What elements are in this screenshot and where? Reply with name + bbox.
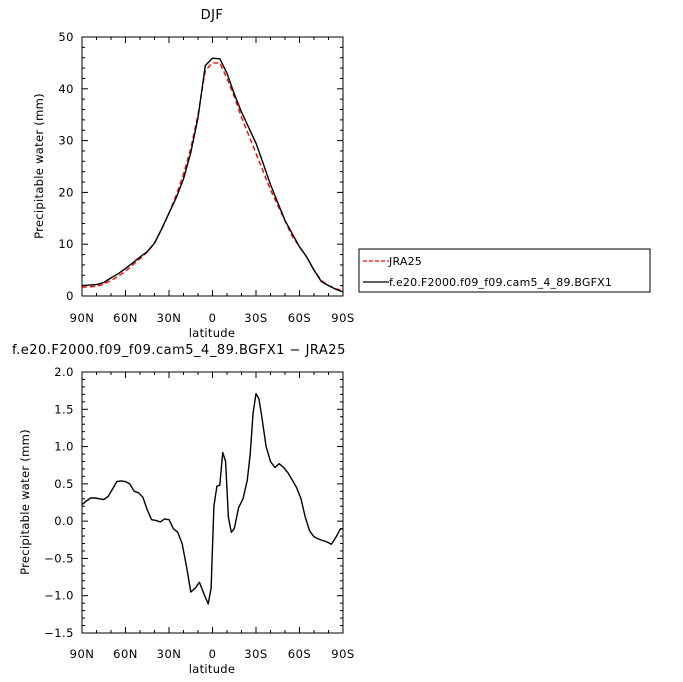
top-series-line-1 <box>81 57 344 293</box>
bottom-y-tick-label: 0.0 <box>54 514 74 528</box>
top-y-tick-label: 20 <box>58 185 74 199</box>
bottom-x-tick-label: 30S <box>244 647 267 661</box>
top-x-tick-label: 30N <box>157 311 182 325</box>
top-series-group <box>81 57 344 293</box>
bottom-y-tick-label: 1.5 <box>54 402 74 416</box>
top-y-tick-label: 50 <box>58 30 74 44</box>
top-x-axis-title: latitude <box>189 326 236 340</box>
top-chart-title: DJF <box>201 8 224 23</box>
top-series-line-0 <box>81 62 344 292</box>
bottom-x-tick-label: 60S <box>288 647 311 661</box>
top-x-tick-label: 30S <box>244 311 267 325</box>
top-y-axis-title: Precipitable water (mm) <box>32 93 46 239</box>
top-plot-frame <box>81 36 344 297</box>
bottom-series-line-0 <box>81 392 344 605</box>
bottom-x-tick-label: 0 <box>209 647 217 661</box>
bottom-x-tick-label: 90N <box>70 647 95 661</box>
top-x-tick-label: 60S <box>288 311 311 325</box>
legend-label-jra25: JRA25 <box>388 255 422 268</box>
bottom-panel: f.e20.F2000.f09_f09.cam5_4_89.BGFX1 − JR… <box>12 343 354 676</box>
bottom-y-tick-label: 0.5 <box>54 477 74 491</box>
legend-box <box>358 248 651 293</box>
bottom-x-tick-label: 90S <box>331 647 354 661</box>
top-x-tick-label: 90S <box>331 311 354 325</box>
top-y-tick-label: 10 <box>58 237 74 251</box>
bottom-chart-title: f.e20.F2000.f09_f09.cam5_4_89.BGFX1 − JR… <box>12 343 346 358</box>
bottom-y-tick-label: −1.0 <box>44 589 74 603</box>
top-x-tick-label: 90N <box>70 311 95 325</box>
bottom-y-tick-label: 2.0 <box>54 365 74 379</box>
legend: JRA25 f.e20.F2000.f09_f09.cam5_4_89.BGFX… <box>358 248 651 293</box>
top-y-tick-label: 30 <box>58 134 74 148</box>
bottom-x-axis-title: latitude <box>189 662 236 676</box>
top-x-tick-label: 60N <box>113 311 138 325</box>
bottom-x-tick-label: 60N <box>113 647 138 661</box>
bottom-y-tick-label: −0.5 <box>44 551 74 565</box>
bottom-axis-ticks: 90N 60N 30N 0 30S 60S 90S −1.5 −1.0 −0.5 0.0 0.5 1.0… <box>44 365 354 661</box>
top-x-tick-label: 0 <box>209 311 217 325</box>
bottom-y-axis-title: Precipitable water (mm) <box>18 429 32 575</box>
top-y-tick-label: 0 <box>66 289 74 303</box>
bottom-plot-frame <box>81 371 344 634</box>
legend-label-model: f.e20.F2000.f09_f09.cam5_4_89.BGFX1 <box>389 276 612 289</box>
bottom-series-group <box>81 392 344 605</box>
top-axis-ticks: 90N 60N 30N 0 30S 60S 90S 0 10 20 30 40 50 <box>58 30 354 325</box>
top-panel: DJF 90N 60N 30N 0 30S 60S 90S 0 10 20 30 40 50 latit… <box>32 8 651 340</box>
bottom-y-tick-label: −1.5 <box>44 626 74 640</box>
bottom-x-tick-label: 30N <box>157 647 182 661</box>
top-y-tick-label: 40 <box>58 82 74 96</box>
bottom-y-tick-label: 1.0 <box>54 440 74 454</box>
